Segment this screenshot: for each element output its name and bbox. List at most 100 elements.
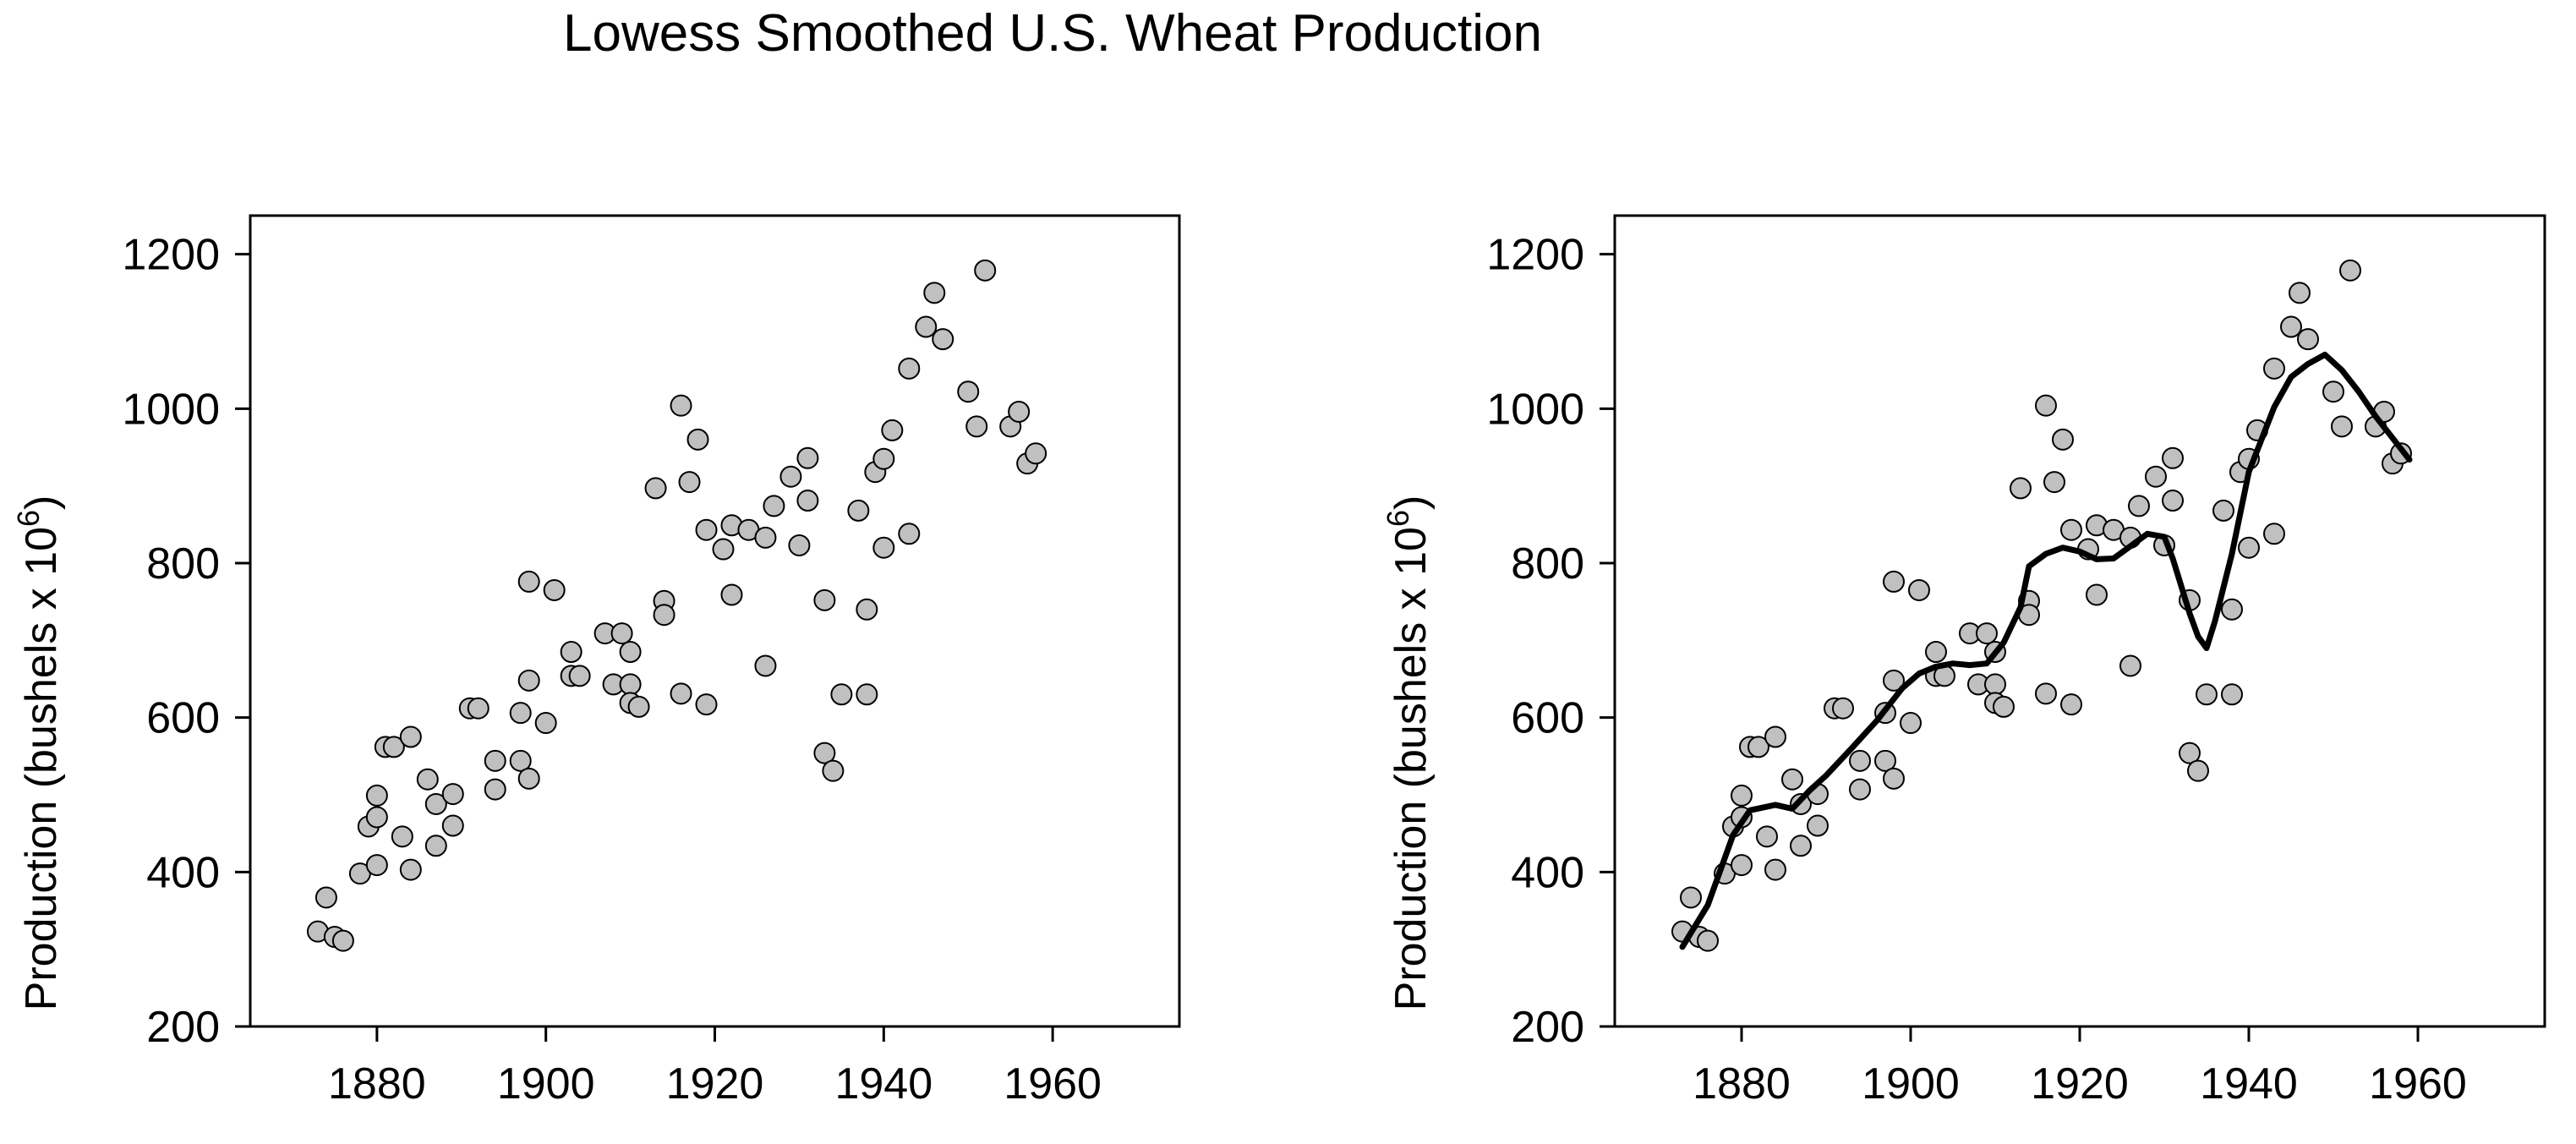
data-point xyxy=(712,538,735,561)
data-point xyxy=(484,749,506,772)
data-point xyxy=(644,477,667,500)
y-axis-title-text: Production (bushels x 10 xyxy=(17,527,66,1010)
data-point xyxy=(1008,400,1031,423)
x-tick-label: 1880 xyxy=(328,1059,426,1108)
data-point xyxy=(670,682,692,705)
plot-frame xyxy=(1613,214,2546,1028)
data-point xyxy=(399,858,422,881)
data-point xyxy=(957,380,980,403)
data-point xyxy=(1025,442,1047,465)
data-point xyxy=(796,490,819,512)
data-point xyxy=(517,669,540,692)
data-point xyxy=(898,523,921,545)
data-point xyxy=(2289,282,2311,304)
data-point xyxy=(754,526,777,549)
data-point xyxy=(1764,858,1786,881)
data-point xyxy=(365,854,388,877)
data-point xyxy=(382,736,405,758)
data-point xyxy=(509,749,532,772)
data-point xyxy=(365,784,388,807)
data-point xyxy=(932,328,954,351)
y-tick-label: 800 xyxy=(146,539,220,588)
x-tick-label: 1880 xyxy=(1693,1059,1791,1108)
data-point xyxy=(1747,736,1769,758)
data-point xyxy=(763,495,785,517)
data-point xyxy=(847,499,870,522)
data-point xyxy=(1976,622,1998,645)
y-tick-label: 800 xyxy=(1511,539,1584,588)
data-point xyxy=(365,806,388,829)
data-point xyxy=(2179,742,2201,764)
data-point xyxy=(720,583,743,606)
data-point xyxy=(923,282,946,304)
data-point xyxy=(1731,854,1753,877)
y-tick-label: 1200 xyxy=(122,231,220,280)
data-point xyxy=(1849,778,1871,801)
data-point xyxy=(678,471,701,494)
data-point xyxy=(1832,697,1854,720)
data-point xyxy=(2010,477,2032,500)
chart-panel-left: 200 400 600 800 1000 1200 1880 1900 1920 1940 1960… xyxy=(11,214,1181,1108)
data-point xyxy=(441,783,464,806)
data-point xyxy=(1883,767,1905,790)
data-point xyxy=(974,259,997,282)
lowess-smooth-line xyxy=(1679,351,2413,950)
data-point xyxy=(670,394,692,417)
y-tick-label: 600 xyxy=(1511,694,1584,743)
data-point xyxy=(2263,357,2285,380)
data-point xyxy=(1697,929,1719,952)
data-point xyxy=(560,641,582,664)
data-point xyxy=(2221,683,2243,706)
data-point xyxy=(965,415,988,438)
data-point xyxy=(1984,673,2006,696)
data-point xyxy=(686,428,709,451)
data-point xyxy=(1900,712,1922,735)
data-point xyxy=(830,683,853,706)
data-point xyxy=(2212,499,2234,522)
data-point xyxy=(915,315,938,338)
data-point xyxy=(416,768,439,791)
plot-frame xyxy=(249,214,1181,1028)
y-tick-label: 200 xyxy=(1511,1003,1584,1052)
data-point xyxy=(2145,465,2167,488)
x-tick-label: 1940 xyxy=(2200,1059,2298,1108)
y-axis-title-suffix: ) xyxy=(17,495,66,510)
y-tick-label: 400 xyxy=(146,848,220,897)
data-point xyxy=(543,578,566,601)
data-point xyxy=(424,792,447,815)
data-point xyxy=(1883,570,1905,593)
data-point xyxy=(2280,315,2302,338)
data-point xyxy=(1731,784,1753,807)
data-point xyxy=(856,598,878,621)
data-point xyxy=(610,622,633,645)
data-point xyxy=(2339,259,2361,282)
data-point xyxy=(2263,523,2285,545)
data-point xyxy=(872,536,895,559)
data-point xyxy=(619,641,642,664)
data-point xyxy=(391,825,413,848)
data-point xyxy=(754,654,777,677)
data-point xyxy=(779,465,802,488)
data-point xyxy=(695,693,718,716)
data-point xyxy=(1781,768,1803,791)
y-tick-label: 200 xyxy=(146,1003,220,1052)
data-point xyxy=(2238,536,2260,559)
y-axis-title: Production (bushels x 106) xyxy=(1381,495,1436,1011)
data-point xyxy=(534,712,557,735)
data-point xyxy=(2035,682,2057,705)
data-point xyxy=(872,447,895,470)
data-point xyxy=(517,570,540,593)
data-point xyxy=(1874,749,1896,772)
data-point xyxy=(653,604,675,627)
data-point xyxy=(1680,886,1702,909)
y-axis-title-exponent: 6 xyxy=(11,510,46,527)
data-point xyxy=(627,695,650,718)
data-point xyxy=(881,419,904,441)
data-point xyxy=(568,665,591,687)
x-tick-label: 1940 xyxy=(834,1059,933,1108)
y-axis-title-suffix: ) xyxy=(1386,495,1436,510)
y-tick-label: 600 xyxy=(146,694,220,743)
data-point xyxy=(314,886,337,909)
data-point xyxy=(898,357,921,380)
